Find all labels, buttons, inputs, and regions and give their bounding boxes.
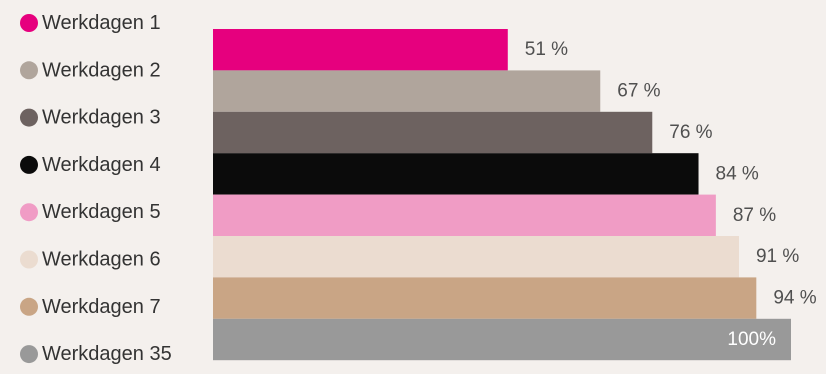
bar-6 [213, 236, 739, 278]
value-label-5: 87 % [733, 205, 776, 226]
legend-label-7: Werkdagen 7 [42, 296, 161, 318]
value-label-6: 91 % [756, 246, 799, 267]
value-label-3: 76 % [669, 122, 712, 143]
bar-4 [213, 153, 699, 195]
legend-label-4: Werkdagen 4 [42, 154, 161, 176]
legend-swatch-3 [20, 108, 38, 127]
legend-swatch-5 [20, 203, 38, 222]
bar-5 [213, 194, 716, 236]
bar-7 [213, 277, 757, 319]
legend-swatch-4 [20, 155, 38, 174]
legend-label-8: Werkdagen 35 [42, 343, 172, 365]
legend-swatch-7 [20, 297, 38, 316]
legend-label-5: Werkdagen 5 [42, 201, 161, 223]
legend-label-3: Werkdagen 3 [42, 107, 161, 129]
legend-swatch-2 [20, 61, 38, 80]
value-label-8: 100% [727, 329, 776, 350]
legend-swatch-8 [20, 345, 38, 364]
bar-1 [213, 29, 508, 71]
legend-label-2: Werkdagen 2 [42, 59, 161, 81]
value-label-1: 51 % [525, 39, 568, 60]
legend: Werkdagen 1 Werkdagen 2 Werkdagen 3 Werkdag… [20, 12, 172, 365]
value-label-2: 67 % [617, 81, 660, 102]
value-label-7: 94 % [773, 288, 816, 309]
legend-label-1: Werkdagen 1 [42, 12, 161, 34]
legend-swatch-1 [20, 14, 38, 32]
bars [213, 29, 791, 361]
bar-8 [213, 318, 791, 361]
bar-2 [213, 70, 601, 112]
legend-swatch-6 [20, 250, 38, 269]
value-labels: 51 % 67 % 76 %84 % 87 % 91 % 94 % 100% [525, 39, 817, 350]
bar-3 [213, 111, 653, 154]
value-label-4: 84 % [716, 163, 759, 184]
legend-label-6: Werkdagen 6 [42, 249, 161, 271]
